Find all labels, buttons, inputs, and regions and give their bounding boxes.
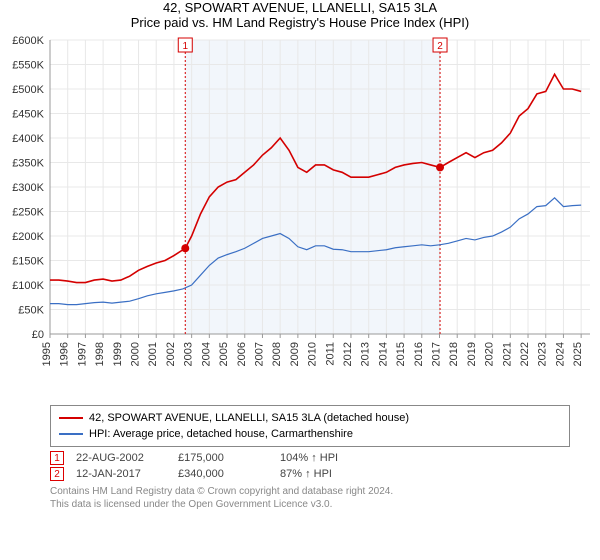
svg-text:£500K: £500K <box>12 84 44 96</box>
svg-text:1: 1 <box>182 41 188 52</box>
svg-text:£50K: £50K <box>18 305 44 317</box>
sale-date: 22-AUG-2002 <box>76 452 166 464</box>
line-chart: £0 £50K £100K £150K £200K £250K £300K £350K £400… <box>0 34 600 394</box>
svg-text:2020: 2020 <box>484 342 496 366</box>
sale-date: 12-JAN-2017 <box>76 468 166 480</box>
svg-text:£0: £0 <box>32 329 44 341</box>
legend-swatch-property <box>59 417 83 419</box>
svg-text:2004: 2004 <box>200 342 212 366</box>
svg-text:2001: 2001 <box>147 342 159 366</box>
legend: 42, SPOWART AVENUE, LLANELLI, SA15 3LA (… <box>50 405 570 447</box>
sale-hpi: 87% ↑ HPI <box>280 468 370 480</box>
svg-text:£250K: £250K <box>12 207 44 219</box>
svg-text:2025: 2025 <box>572 342 584 366</box>
svg-text:1998: 1998 <box>94 342 106 366</box>
sale-price: £340,000 <box>178 468 268 480</box>
svg-text:2022: 2022 <box>519 342 531 366</box>
svg-text:2008: 2008 <box>271 342 283 366</box>
sale-row: 2 12-JAN-2017 £340,000 87% ↑ HPI <box>50 467 570 481</box>
svg-text:2015: 2015 <box>395 342 407 366</box>
footer-line-1: Contains HM Land Registry data © Crown c… <box>50 485 570 498</box>
svg-text:£150K: £150K <box>12 256 44 268</box>
sale-hpi: 104% ↑ HPI <box>280 452 370 464</box>
footer: Contains HM Land Registry data © Crown c… <box>50 485 570 511</box>
svg-text:£300K: £300K <box>12 182 44 194</box>
sale-marker: 2 <box>50 467 64 481</box>
svg-text:2011: 2011 <box>324 342 336 366</box>
svg-text:2005: 2005 <box>218 342 230 366</box>
svg-text:£400K: £400K <box>12 133 44 145</box>
sale-price: £175,000 <box>178 452 268 464</box>
legend-label-property: 42, SPOWART AVENUE, LLANELLI, SA15 3LA (… <box>89 412 409 424</box>
svg-text:1996: 1996 <box>59 342 71 366</box>
chart-title: 42, SPOWART AVENUE, LLANELLI, SA15 3LA <box>0 0 600 15</box>
sale-row: 1 22-AUG-2002 £175,000 104% ↑ HPI <box>50 451 570 465</box>
svg-text:2002: 2002 <box>165 342 177 366</box>
sale-marker: 1 <box>50 451 64 465</box>
sales-list: 1 22-AUG-2002 £175,000 104% ↑ HPI 2 12-JA… <box>0 451 600 481</box>
svg-text:£100K: £100K <box>12 280 44 292</box>
chart-subtitle: Price paid vs. HM Land Registry's House … <box>0 15 600 30</box>
svg-text:£350K: £350K <box>12 158 44 170</box>
svg-text:2003: 2003 <box>183 342 195 366</box>
svg-text:£550K: £550K <box>12 60 44 72</box>
footer-line-2: This data is licensed under the Open Gov… <box>50 498 570 511</box>
legend-item-property: 42, SPOWART AVENUE, LLANELLI, SA15 3LA (… <box>59 410 561 426</box>
svg-text:2010: 2010 <box>307 342 319 366</box>
svg-text:2007: 2007 <box>253 342 265 366</box>
svg-text:2014: 2014 <box>377 342 389 366</box>
svg-text:2021: 2021 <box>501 342 513 366</box>
svg-text:2019: 2019 <box>466 342 478 366</box>
svg-text:£600K: £600K <box>12 35 44 47</box>
svg-text:£200K: £200K <box>12 231 44 243</box>
svg-text:1999: 1999 <box>112 342 124 366</box>
svg-text:£450K: £450K <box>12 109 44 121</box>
svg-text:2016: 2016 <box>413 342 425 366</box>
svg-text:2013: 2013 <box>360 342 372 366</box>
svg-text:2023: 2023 <box>537 342 549 366</box>
legend-swatch-hpi <box>59 433 83 435</box>
svg-text:2012: 2012 <box>342 342 354 366</box>
svg-text:2018: 2018 <box>448 342 460 366</box>
legend-item-hpi: HPI: Average price, detached house, Carm… <box>59 426 561 442</box>
svg-text:2009: 2009 <box>289 342 301 366</box>
svg-text:2024: 2024 <box>554 342 566 366</box>
svg-text:2006: 2006 <box>236 342 248 366</box>
svg-text:1995: 1995 <box>41 342 53 366</box>
svg-text:2: 2 <box>437 41 443 52</box>
legend-label-hpi: HPI: Average price, detached house, Carm… <box>89 428 353 440</box>
svg-text:2017: 2017 <box>431 342 443 366</box>
svg-text:2000: 2000 <box>130 342 142 366</box>
svg-text:1997: 1997 <box>76 342 88 366</box>
chart-area: £0 £50K £100K £150K £200K £250K £300K £350K £400… <box>0 34 600 399</box>
